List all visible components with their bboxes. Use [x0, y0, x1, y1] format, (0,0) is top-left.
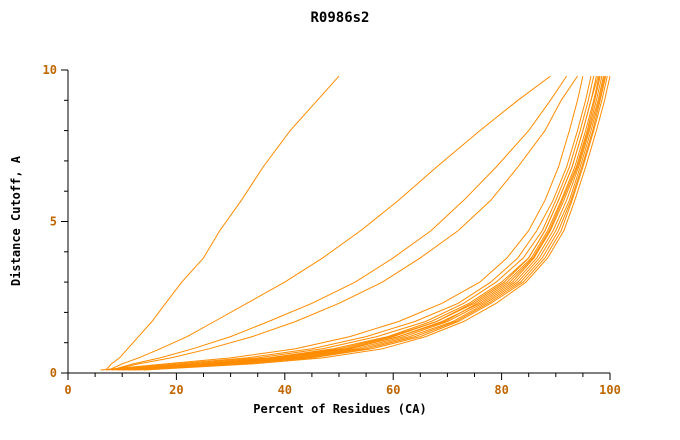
y-tick-label: 0: [50, 366, 57, 380]
curve-model-06: [105, 75, 592, 371]
chart-title: R0986s2: [310, 10, 370, 26]
curve-model-08: [116, 75, 597, 371]
curve-model-07: [111, 75, 595, 371]
x-tick-label: 80: [494, 383, 508, 397]
curve-model-10: [127, 75, 603, 371]
y-tick-label: 5: [50, 215, 57, 229]
curve-model-12: [138, 75, 608, 371]
y-tick-label: 10: [43, 63, 57, 77]
curve-model-04: [111, 75, 578, 371]
x-tick-label: 40: [278, 383, 292, 397]
curve-model-03: [111, 75, 568, 371]
curve-model-15: [122, 75, 601, 371]
curve-model-01: [105, 75, 340, 371]
curve-model-13: [143, 75, 611, 371]
x-axis-label: Percent of Residues (CA): [253, 402, 427, 416]
curve-model-02: [108, 75, 551, 371]
x-tick-label: 100: [599, 383, 621, 397]
x-tick-label: 20: [169, 383, 183, 397]
curve-model-05: [100, 75, 584, 371]
curve-model-16: [127, 75, 604, 371]
curve-model-11: [132, 75, 606, 371]
curve-model-09: [122, 75, 600, 371]
x-tick-label: 0: [64, 383, 71, 397]
x-tick-label: 60: [386, 383, 400, 397]
curve-model-14: [116, 75, 599, 371]
curve-model-17: [132, 75, 607, 371]
